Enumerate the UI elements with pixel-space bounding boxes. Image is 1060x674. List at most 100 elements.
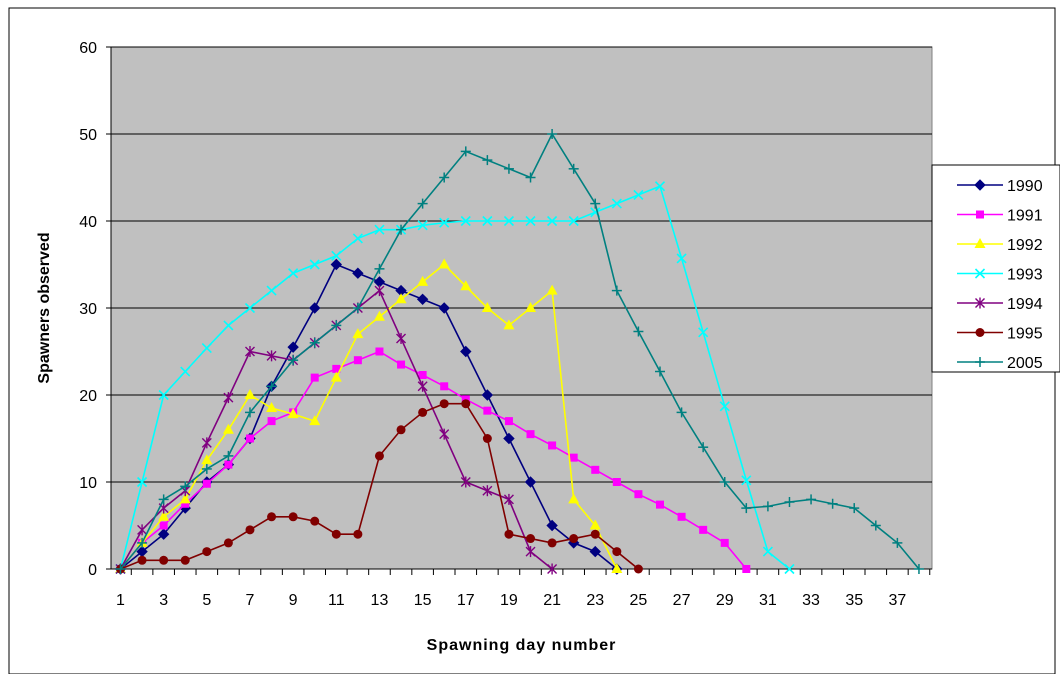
x-tick-label: 5: [202, 592, 211, 609]
x-tick-label: 3: [159, 592, 168, 609]
data-point-1993: [288, 268, 299, 279]
marker-stroke: [439, 217, 450, 228]
data-point-1995: [353, 529, 363, 539]
data-point-1992: [546, 284, 558, 295]
legend-label: 1993: [1007, 267, 1043, 284]
data-point-1992: [287, 408, 299, 419]
data-point-1993: [244, 302, 256, 314]
data-point-1993: [741, 475, 752, 486]
data-point-1994: [374, 285, 385, 297]
data-point-1995: [633, 564, 643, 574]
data-point-1992: [352, 328, 364, 339]
marker-stroke: [590, 207, 601, 218]
legend-marker: [974, 179, 986, 191]
data-point-2005: [158, 494, 169, 505]
data-point-1991: [181, 499, 190, 508]
data-point-1992: [330, 371, 342, 382]
marker-stroke: [266, 285, 277, 296]
data-point-2005: [180, 481, 191, 492]
data-point-1993: [417, 220, 428, 231]
series-2005: [115, 129, 924, 574]
data-point-2005: [417, 198, 428, 209]
data-point-2005: [223, 450, 234, 461]
data-point-2005: [503, 163, 514, 174]
marker-stroke: [180, 366, 191, 377]
marker-stroke: [719, 401, 730, 412]
data-point-1990: [157, 528, 170, 540]
data-point-1991: [504, 417, 513, 426]
marker-stroke: [974, 268, 986, 279]
data-point-1993: [784, 563, 795, 575]
data-point-1993: [654, 181, 666, 192]
data-point-1992: [417, 275, 429, 286]
legend-label: 1995: [1007, 326, 1043, 343]
data-point-1993: [439, 217, 450, 228]
marker-stroke: [547, 215, 558, 227]
data-point-1994: [266, 350, 277, 362]
data-point-1993: [223, 320, 234, 331]
data-point-1995: [590, 529, 600, 539]
data-point-1990: [546, 519, 558, 532]
legend-item-1990: 1990: [957, 178, 1043, 195]
data-point-1993: [266, 285, 277, 296]
marker-stroke: [611, 198, 622, 209]
data-point-1995: [504, 529, 514, 539]
data-point-1991: [677, 512, 686, 521]
data-point-1992: [309, 415, 321, 426]
data-point-1991: [245, 434, 254, 443]
data-point-2005: [547, 129, 558, 139]
data-point-2005: [439, 172, 450, 183]
legend-label: 1992: [1007, 237, 1043, 254]
y-tick-label: 60: [79, 40, 97, 57]
marker-stroke: [741, 475, 752, 486]
data-point-2005: [568, 163, 579, 174]
data-point-1995: [202, 547, 212, 557]
data-point-1995: [288, 512, 298, 522]
data-point-1992: [201, 454, 213, 465]
legend-marker: [975, 357, 985, 367]
data-point-2005: [590, 198, 601, 209]
y-tick-labels: 0 10 20 30 40 50 60: [79, 40, 97, 579]
marker-stroke: [244, 302, 256, 314]
data-point-1991: [656, 500, 664, 509]
x-tick-label: 35: [845, 592, 863, 609]
data-point-1991: [418, 370, 427, 379]
legend-marker: [975, 297, 985, 309]
data-point-1993: [460, 215, 471, 227]
marker-stroke: [223, 320, 234, 331]
marker-stroke: [201, 342, 212, 354]
data-point-2005: [115, 564, 126, 574]
data-point-1992: [568, 493, 580, 504]
data-point-1995: [245, 525, 255, 535]
data-point-1993: [719, 401, 730, 412]
y-tick-label: 50: [79, 127, 97, 144]
series-line-1992: [119, 263, 618, 570]
data-point-2005: [849, 503, 860, 514]
data-point-1991: [159, 521, 168, 530]
data-point-1990: [309, 302, 321, 314]
data-point-1991: [569, 453, 578, 462]
data-point-1993: [525, 215, 536, 227]
data-point-2005: [137, 537, 148, 548]
data-point-1995: [482, 434, 492, 443]
series-1992: [115, 258, 623, 573]
data-point-2005: [806, 494, 817, 505]
data-point-1991: [267, 417, 276, 426]
x-tick-label: 13: [371, 592, 389, 609]
x-tick-label: 25: [630, 592, 648, 609]
marker-stroke: [525, 215, 536, 227]
marker-stroke: [568, 215, 579, 227]
gridlines: [111, 46, 932, 483]
legend-marker: [975, 328, 985, 337]
legend-marker: [976, 210, 984, 219]
marker-stroke: [374, 224, 385, 235]
data-point-1993: [352, 233, 363, 244]
data-point-1990: [503, 432, 515, 445]
marker-stroke: [158, 389, 169, 401]
data-point-1990: [589, 545, 601, 558]
data-point-1991: [310, 373, 319, 382]
y-tick-label: 30: [79, 301, 97, 318]
x-tick-label: 31: [759, 592, 777, 609]
y-axis-title: Spawners observed: [36, 232, 53, 383]
legend-label: 1991: [1007, 208, 1043, 225]
